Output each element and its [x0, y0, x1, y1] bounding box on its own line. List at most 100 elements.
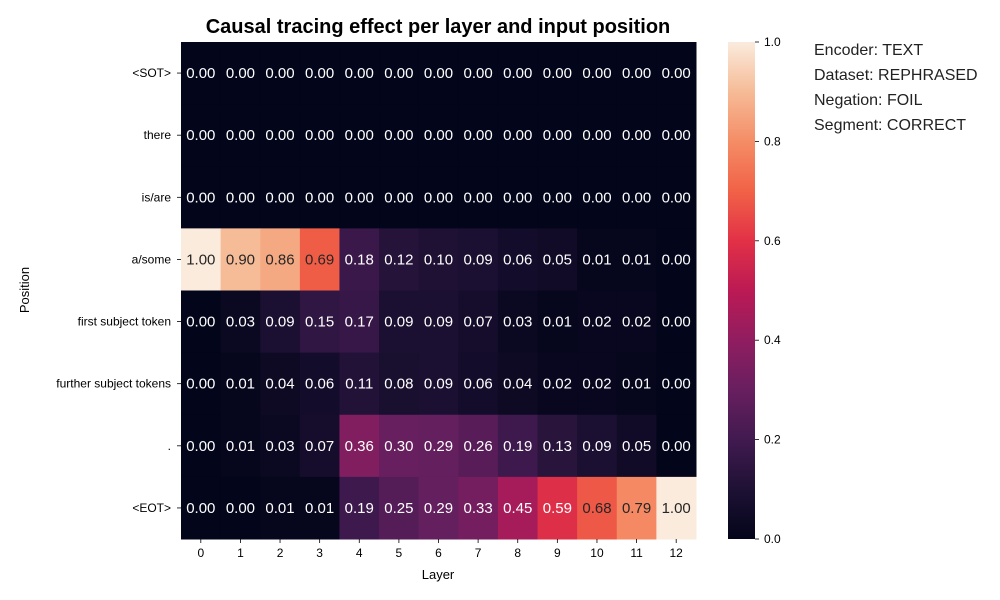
- cell-value-label: 0.05: [622, 438, 651, 455]
- heatmap-cell: [458, 166, 499, 229]
- cell-value-label: 0.00: [186, 65, 215, 82]
- heatmap-cell: [577, 166, 618, 229]
- cell-value-label: 0.00: [345, 189, 374, 206]
- heatmap-cell: [379, 104, 420, 167]
- cell-value-label: 0.00: [543, 65, 572, 82]
- cell-value-label: 0.02: [582, 314, 611, 331]
- heatmap-cell: [220, 42, 261, 105]
- cell-value-label: 0.03: [265, 438, 294, 455]
- cell-value-label: 0.00: [662, 314, 691, 331]
- y-tick-label: further subject tokens: [56, 377, 171, 391]
- heatmap-cell: [497, 42, 539, 105]
- heatmap-cell: [497, 476, 539, 540]
- cell-value-label: 0.25: [384, 500, 413, 517]
- heatmap-cell: [616, 104, 657, 167]
- y-tick-label: first subject token: [78, 315, 171, 329]
- cell-value-label: 0.79: [622, 500, 651, 517]
- x-tick-label: 8: [514, 546, 521, 560]
- heatmap-cell: [260, 290, 301, 354]
- cell-value-label: 0.02: [622, 314, 651, 331]
- cell-value-label: 0.00: [265, 189, 294, 206]
- y-tick-label: there: [144, 128, 172, 142]
- heatmap-cell: [616, 352, 657, 416]
- heatmap-cell: [537, 414, 578, 478]
- heatmap-cell: [616, 476, 657, 540]
- heatmap-cell: [616, 42, 657, 105]
- heatmap-cell: [497, 290, 539, 354]
- heatmap-cell: [299, 228, 340, 291]
- cell-value-label: 0.00: [662, 438, 691, 455]
- cell-value-label: 0.01: [622, 376, 651, 393]
- colorbar-tick-label: 1.0: [764, 35, 781, 49]
- cell-value-label: 0.07: [305, 438, 334, 455]
- cell-value-label: 0.00: [186, 314, 215, 331]
- cell-value-label: 0.19: [345, 500, 374, 517]
- cell-value-label: 0.86: [265, 251, 294, 268]
- x-tick-label: 6: [435, 546, 442, 560]
- cell-value-label: 0.30: [384, 438, 413, 455]
- cell-value-label: 0.09: [424, 376, 453, 393]
- heatmap-cells: 0.00 0.00 0.00 0.00 0.00 0.00 0.00 0.00 0.00 0.00…: [181, 42, 697, 540]
- heatmap-cell: [656, 166, 697, 229]
- cell-value-label: 0.07: [464, 314, 493, 331]
- heatmap-cell: [260, 352, 301, 416]
- x-tick-label: 7: [475, 546, 482, 560]
- cell-value-label: 0.00: [226, 500, 255, 517]
- heatmap-cell: [577, 104, 618, 167]
- heatmap-cell: [418, 166, 459, 229]
- colorbar-tick-label: 0.0: [764, 532, 781, 546]
- cell-value-label: 0.05: [543, 251, 572, 268]
- colorbar-ticks: 0.0 0.2 0.4 0.6 0.8 1.0: [755, 35, 781, 546]
- cell-value-label: 0.00: [424, 127, 453, 144]
- heatmap-cell: [339, 42, 380, 105]
- cell-value-label: 1.00: [186, 251, 215, 268]
- heatmap-cell: [458, 104, 499, 167]
- cell-value-label: 0.00: [305, 127, 334, 144]
- cell-value-label: 0.11: [345, 376, 373, 393]
- y-tick-label: is/are: [142, 190, 172, 204]
- cell-value-label: 0.06: [305, 376, 334, 393]
- cell-value-label: 0.00: [582, 189, 611, 206]
- x-tick-label: 3: [316, 546, 323, 560]
- cell-value-label: 0.00: [503, 189, 532, 206]
- heatmap-cell: [339, 352, 380, 416]
- cell-value-label: 0.03: [226, 314, 255, 331]
- heatmap-cell: [577, 352, 618, 416]
- x-axis-label: Layer: [422, 567, 455, 582]
- heatmap-cell: [379, 228, 420, 291]
- cell-value-label: 0.00: [464, 189, 493, 206]
- heatmap-cell: [339, 476, 380, 540]
- cell-value-label: 0.00: [265, 65, 294, 82]
- cell-value-label: 0.00: [186, 127, 215, 144]
- cell-value-label: 0.00: [384, 127, 413, 144]
- heatmap-cell: [379, 290, 420, 354]
- heatmap-cell: [220, 476, 261, 540]
- cell-value-label: 0.08: [384, 376, 413, 393]
- colorbar-tick-label: 0.4: [764, 333, 781, 347]
- heatmap-cell: [458, 476, 499, 540]
- cell-value-label: 0.04: [265, 376, 294, 393]
- cell-value-label: 0.00: [226, 189, 255, 206]
- cell-value-label: 0.06: [464, 376, 493, 393]
- heatmap-cell: [656, 104, 697, 167]
- cell-value-label: 0.06: [503, 251, 532, 268]
- cell-value-label: 0.00: [662, 251, 691, 268]
- heatmap-cell: [577, 414, 618, 478]
- cell-value-label: 0.00: [582, 127, 611, 144]
- heatmap-cell: [656, 228, 697, 291]
- heatmap-cell: [458, 228, 499, 291]
- cell-value-label: 0.00: [582, 65, 611, 82]
- cell-value-label: 0.01: [622, 251, 651, 268]
- heatmap-cell: [616, 290, 657, 354]
- cell-value-label: 0.00: [464, 65, 493, 82]
- heatmap-cell: [260, 476, 301, 540]
- heatmap-cell: [339, 290, 380, 354]
- y-axis-ticks: <SOT> there is/are a/some first subject toke…: [56, 66, 181, 515]
- heatmap-cell: [458, 290, 499, 354]
- heatmap-cell: [418, 104, 459, 167]
- heatmap-cell: [299, 166, 340, 229]
- y-tick-label: a/some: [132, 252, 172, 266]
- colorbar-tick-label: 0.8: [764, 134, 781, 148]
- heatmap-cell: [260, 166, 301, 229]
- heatmap-cell: [497, 352, 539, 416]
